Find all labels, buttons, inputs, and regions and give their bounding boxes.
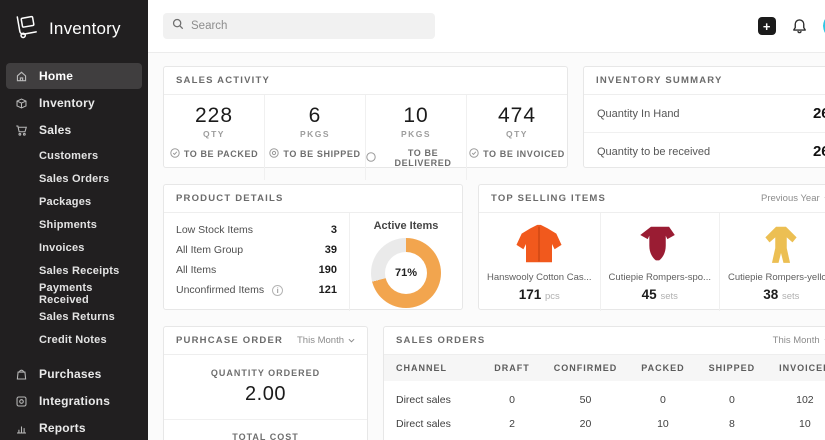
quantity-in-hand-row: Quantity In Hand 26 xyxy=(597,105,825,122)
product-image-romper xyxy=(609,221,711,267)
inventory-summary-title: INVENTORY SUMMARY xyxy=(596,75,723,86)
sidebar-item-customers[interactable]: Customers xyxy=(39,149,99,162)
stat-to-be-packed[interactable]: 228 QTY TO BE PACKED xyxy=(164,95,265,180)
app-logo[interactable]: Inventory xyxy=(0,0,148,58)
notifications-bell-icon[interactable] xyxy=(791,18,808,35)
product-details-card: PRODUCT DETAILS Low Stock Items 3 All It… xyxy=(163,184,463,311)
sidebar-item-sales-orders[interactable]: Sales Orders xyxy=(39,172,110,185)
sales-activity-title: SALES ACTIVITY xyxy=(176,75,271,86)
sidebar-item-payments-received[interactable]: Payments Received xyxy=(39,281,93,306)
all-items-row[interactable]: All Items 190 xyxy=(176,264,337,276)
unconfirmed-items-row[interactable]: Unconfirmed Items i 121 xyxy=(176,284,337,296)
sidebar-nav: Home Inventory Sales Customers Sales Ord… xyxy=(0,58,148,440)
bag-icon xyxy=(14,367,29,382)
sales-activity-card: SALES ACTIVITY 228 QTY TO BE PACKED 6 PK… xyxy=(163,66,568,180)
table-header-row: CHANNEL DRAFT CONFIRMED PACKED SHIPPED I… xyxy=(384,355,825,381)
stat-to-be-invoiced[interactable]: 474 QTY TO BE INVOICED xyxy=(467,95,567,180)
all-item-group-row[interactable]: All Item Group 39 xyxy=(176,244,337,256)
sidebar-item-sales-returns[interactable]: Sales Returns xyxy=(39,310,115,323)
sidebar-item-packages[interactable]: Packages xyxy=(39,195,92,208)
top-selling-item-3[interactable]: Cutiepie Rompers-yello... 38 sets xyxy=(720,213,825,311)
integrations-icon xyxy=(14,394,29,409)
sales-orders-card: SALES ORDERS This Month CHANNEL DRAFT CO… xyxy=(383,326,825,440)
sidebar-item-home[interactable]: Home xyxy=(6,63,142,89)
sales-orders-title: SALES ORDERS xyxy=(396,335,486,346)
add-button[interactable]: + xyxy=(757,17,776,35)
purchase-order-title: PURHCASE ORDER xyxy=(176,335,284,346)
donut-percent-label: 71% xyxy=(385,252,427,294)
product-image-onesie xyxy=(728,221,825,267)
packed-status-icon xyxy=(170,148,180,160)
sidebar: Inventory Home Inventory Sales xyxy=(0,0,148,440)
top-selling-item-2[interactable]: Cutiepie Rompers-spo... 45 sets xyxy=(601,213,720,311)
inventory-summary-card: INVENTORY SUMMARY Quantity In Hand 26 Qu… xyxy=(583,66,825,168)
product-details-title: PRODUCT DETAILS xyxy=(176,193,284,204)
quantity-to-be-received-row: Quantity to be received 26 xyxy=(584,132,825,170)
sales-orders-period-dropdown[interactable]: This Month xyxy=(773,335,825,346)
cart-icon xyxy=(14,123,29,138)
low-stock-items-row[interactable]: Low Stock Items 3 xyxy=(176,224,337,236)
top-selling-period-dropdown[interactable]: Previous Year xyxy=(761,193,825,204)
table-row[interactable]: Direct sales 0 50 0 0 102 xyxy=(396,394,814,406)
top-selling-item-1[interactable]: Hanswooly Cotton Cas... 171 pcs xyxy=(479,213,601,311)
handtruck-logo-icon xyxy=(14,13,40,44)
stat-to-be-shipped[interactable]: 6 PKGS TO BE SHIPPED xyxy=(265,95,366,180)
top-selling-items-card: TOP SELLING ITEMS Previous Year Hanswool… xyxy=(478,184,825,311)
chevron-down-icon xyxy=(348,335,355,346)
delivered-status-icon xyxy=(366,152,376,164)
product-image-cardigan xyxy=(487,221,592,267)
purchase-order-card: PURHCASE ORDER This Month QUANTITY ORDER… xyxy=(163,326,368,440)
sidebar-item-credit-notes[interactable]: Credit Notes xyxy=(39,333,107,346)
main-area: + SALES ACTIVITY 228 xyxy=(148,0,825,440)
home-icon xyxy=(14,69,29,84)
topbar: + xyxy=(148,0,825,53)
user-avatar[interactable] xyxy=(822,12,825,40)
sidebar-item-invoices[interactable]: Invoices xyxy=(39,241,85,254)
active-items-label: Active Items xyxy=(373,220,439,232)
sidebar-item-shipments[interactable]: Shipments xyxy=(39,218,98,231)
sidebar-item-sales-receipts[interactable]: Sales Receipts xyxy=(39,264,120,277)
quantity-ordered-value: 2.00 xyxy=(245,383,286,405)
total-cost-label: TOTAL COST xyxy=(232,432,299,440)
box-icon xyxy=(14,96,29,111)
sidebar-item-purchases[interactable]: Purchases xyxy=(6,361,142,387)
search-box[interactable] xyxy=(163,13,435,39)
app-title: Inventory xyxy=(49,18,121,38)
search-input[interactable] xyxy=(191,20,426,32)
active-items-donut: 71% xyxy=(371,238,441,308)
table-row[interactable]: Direct sales 2 20 10 8 10 xyxy=(396,418,811,430)
sales-orders-table: CHANNEL DRAFT CONFIRMED PACKED SHIPPED I… xyxy=(384,355,825,436)
info-icon[interactable]: i xyxy=(272,284,284,296)
stat-to-be-delivered[interactable]: 10 PKGS TO BE DELIVERED xyxy=(366,95,467,180)
dashboard-content: SALES ACTIVITY 228 QTY TO BE PACKED 6 PK… xyxy=(148,53,825,440)
sidebar-item-integrations[interactable]: Integrations xyxy=(6,388,142,414)
purchase-order-period-dropdown[interactable]: This Month xyxy=(297,335,355,346)
quantity-ordered-label: QUANTITY ORDERED xyxy=(210,368,321,378)
search-icon xyxy=(172,17,184,35)
sidebar-item-sales[interactable]: Sales xyxy=(6,117,142,143)
sidebar-item-reports[interactable]: Reports xyxy=(6,415,142,440)
sidebar-item-inventory[interactable]: Inventory xyxy=(6,90,142,116)
bar-chart-icon xyxy=(14,421,29,436)
shipped-status-icon xyxy=(269,148,280,160)
top-selling-title: TOP SELLING ITEMS xyxy=(491,193,607,204)
invoiced-status-icon xyxy=(469,148,479,160)
